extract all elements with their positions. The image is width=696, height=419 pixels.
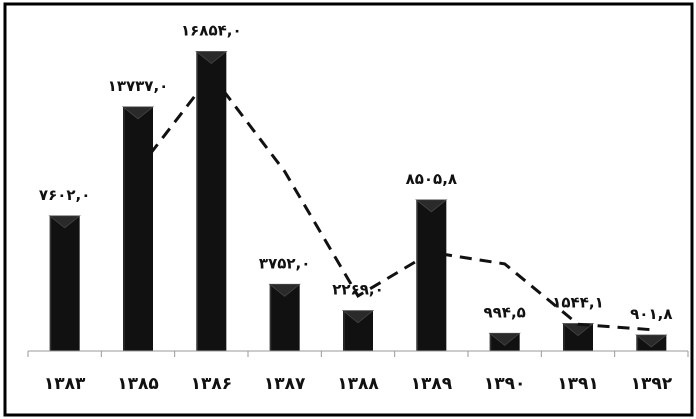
data-label: ۲۲۶۹,۰ bbox=[332, 281, 383, 299]
x-tick-label: ۱۳۹۰ bbox=[484, 374, 526, 394]
x-tick-label: ۱۳۸۹ bbox=[411, 374, 453, 394]
x-axis-ticks bbox=[27, 351, 689, 357]
data-label: ۱۵۴۴,۱ bbox=[552, 294, 603, 312]
bars bbox=[48, 51, 668, 351]
x-tick-label: ۱۳۹۲ bbox=[631, 374, 673, 394]
bar bbox=[268, 283, 301, 351]
bar bbox=[488, 332, 521, 351]
x-tick-label: ۱۳۸۳ bbox=[44, 374, 86, 394]
data-label: ۷۶۰۲,۰ bbox=[39, 186, 90, 204]
bar bbox=[341, 310, 375, 351]
data-label: ۹۹۴,۵ bbox=[484, 303, 526, 321]
x-tick-label: ۱۳۸۶ bbox=[191, 374, 233, 394]
bar bbox=[415, 199, 448, 351]
data-labels: ۷۶۰۲,۰ ۱۳۷۳۷,۰ ۱۶۸۵۴,۰ ۳۷۵۲,۰ ۲۲۶۹,۰ ۸۵۰۵,۸ ۹۹… bbox=[39, 21, 673, 322]
data-label: ۱۶۸۵۴,۰ bbox=[181, 21, 242, 39]
data-label: ۹۰۱,۸ bbox=[630, 305, 672, 323]
x-tick-label: ۱۳۹۱ bbox=[557, 374, 599, 394]
x-tick-label: ۱۳۸۸ bbox=[337, 374, 379, 394]
x-axis-labels: ۱۳۸۳ ۱۳۸۵ ۱۳۸۶ ۱۳۸۷ ۱۳۸۸ ۱۳۸۹ ۱۳۹۰ ۱۳۹۱ ۱۳۹۲ bbox=[44, 374, 673, 394]
x-tick-label: ۱۳۸۵ bbox=[117, 374, 159, 394]
data-label: ۳۷۵۲,۰ bbox=[259, 254, 310, 272]
chart-border bbox=[3, 2, 694, 417]
data-label: ۱۳۷۳۷,۰ bbox=[108, 77, 169, 95]
trendline bbox=[136, 72, 652, 332]
bar bbox=[121, 106, 155, 351]
trendline-path bbox=[136, 72, 652, 332]
data-label: ۸۵۰۵,۸ bbox=[406, 170, 457, 188]
bar bbox=[195, 51, 228, 351]
bar bbox=[561, 323, 595, 351]
bar bbox=[635, 334, 668, 351]
x-tick-label: ۱۳۸۷ bbox=[264, 374, 306, 394]
bar bbox=[48, 215, 81, 351]
